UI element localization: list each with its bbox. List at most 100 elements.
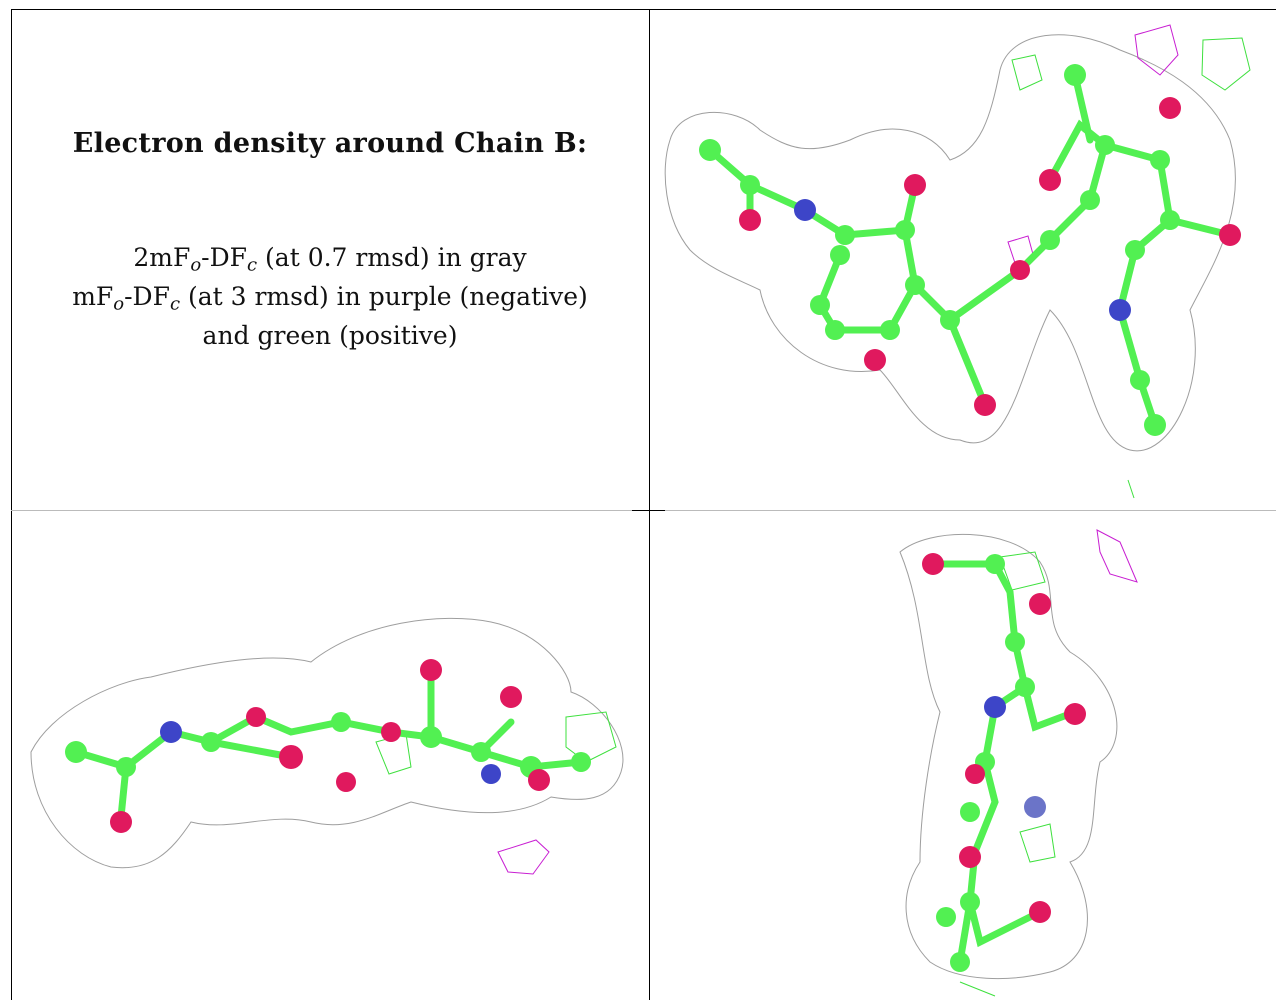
nitrogen-atom <box>1024 796 1046 818</box>
caption-line-2fofc-sub-o: o <box>190 254 202 276</box>
nitrogen-atom <box>160 721 182 743</box>
positive-blob-2 <box>1011 54 1043 91</box>
caption-line-fofc: mFo-DFc (at 3 rmsd) in purple (negative) <box>11 282 649 315</box>
grid-rule-left <box>11 9 12 1000</box>
oxygen-atom <box>1159 97 1181 119</box>
oxygen-atom <box>1029 593 1051 615</box>
oxygen-atom <box>528 769 550 791</box>
carbon-atom <box>1144 414 1166 436</box>
density-view-bottom-left-svg <box>30 617 624 875</box>
mesh-2fofc <box>30 617 624 869</box>
oxygen-atom <box>420 659 442 681</box>
nitrogen-atom <box>481 764 501 784</box>
molecule-atoms <box>65 659 591 833</box>
oxygen-atom <box>864 349 886 371</box>
density-view-bottom-left <box>11 512 649 1000</box>
caption-line-2fofc-mid: -DF <box>201 243 248 272</box>
caption-line-fofc-sub-c: c <box>169 293 181 315</box>
grid-rule-middle-tick <box>632 510 665 511</box>
positive-blob-2 <box>959 981 996 997</box>
oxygen-atom <box>110 811 132 833</box>
positive-blob-3 <box>1127 479 1135 499</box>
caption-panel: Electron density around Chain B: 2mFo-DF… <box>11 10 649 511</box>
positive-blob-3 <box>1019 823 1056 863</box>
caption-line-fofc-sub-o: o <box>113 293 125 315</box>
grid-rule-center <box>649 9 650 1000</box>
nitrogen-atom <box>984 696 1006 718</box>
carbon-atom <box>1064 64 1086 86</box>
carbon-atom <box>1125 240 1145 260</box>
oxygen-atom <box>959 846 981 868</box>
oxygen-atom <box>1029 901 1051 923</box>
carbon-atom <box>65 741 87 763</box>
carbon-atom <box>1005 632 1025 652</box>
negative-blob-1 <box>1096 529 1138 583</box>
carbon-atom <box>1130 370 1150 390</box>
carbon-atom <box>1160 210 1180 230</box>
density-view-bottom-right <box>650 512 1276 1000</box>
caption-line-2fofc: 2mFo-DFc (at 0.7 rmsd) in gray <box>11 243 649 276</box>
carbon-atom <box>960 892 980 912</box>
carbon-atom <box>1080 190 1100 210</box>
mesh-2fofc <box>664 34 1236 452</box>
carbon-atom <box>880 320 900 340</box>
carbon-atom <box>420 726 442 748</box>
caption-line-positive: and green (positive) <box>202 321 458 350</box>
caption-line-2fofc-suffix: (at 0.7 rmsd) in gray <box>257 243 527 272</box>
density-view-top-right <box>650 10 1276 511</box>
mesh-2fofc <box>899 533 1118 980</box>
caption-line-fofc-prefix: mF <box>72 282 114 311</box>
carbon-atom <box>571 752 591 772</box>
negative-blob-1 <box>1134 24 1179 76</box>
molecule-atoms <box>699 64 1241 436</box>
carbon-atom <box>940 310 960 330</box>
carbon-atom <box>1150 150 1170 170</box>
caption-line-fofc-mid: -DF <box>124 282 170 311</box>
carbon-atom <box>905 275 925 295</box>
mesh-2fofc-outline <box>664 34 1236 452</box>
mesh-positive-density <box>1011 37 1251 499</box>
carbon-atom <box>830 245 850 265</box>
carbon-atom <box>936 907 956 927</box>
mesh-negative-density <box>1096 529 1138 583</box>
carbon-atom <box>960 802 980 822</box>
oxygen-atom <box>974 394 996 416</box>
positive-blob-1 <box>1201 37 1251 91</box>
density-view-bottom-right-svg <box>899 529 1138 997</box>
carbon-atom <box>1040 230 1060 250</box>
caption-line-fofc-suffix: (at 3 rmsd) in purple (negative) <box>180 282 588 311</box>
oxygen-atom <box>1064 703 1086 725</box>
carbon-atom <box>699 139 721 161</box>
carbon-atom <box>740 175 760 195</box>
molecule-bonds <box>706 71 1234 429</box>
mesh-negative-density <box>497 839 550 875</box>
carbon-atom <box>985 554 1005 574</box>
molecule-atoms <box>922 553 1086 972</box>
oxygen-atom <box>1010 260 1030 280</box>
carbon-atom <box>116 757 136 777</box>
mesh-2fofc-outline <box>30 617 624 869</box>
oxygen-atom <box>500 686 522 708</box>
positive-blob-1 <box>565 711 617 763</box>
oxygen-atom <box>739 209 761 231</box>
oxygen-atom <box>965 764 985 784</box>
mesh-2fofc-outline <box>899 533 1118 980</box>
caption-line-2fofc-prefix: 2mF <box>133 243 191 272</box>
mesh-negative-density <box>1007 24 1179 267</box>
oxygen-atom <box>1039 169 1061 191</box>
negative-blob-1 <box>497 839 550 875</box>
nitrogen-atom <box>1109 299 1131 321</box>
oxygen-atom <box>279 745 303 769</box>
grid-rule-top <box>11 9 1276 10</box>
carbon-atom <box>201 732 221 752</box>
carbon-atom <box>1095 135 1115 155</box>
caption-title: Electron density around Chain B: <box>72 128 588 159</box>
oxygen-atom <box>381 722 401 742</box>
oxygen-atom <box>1219 224 1241 246</box>
positive-blob-1 <box>999 551 1046 591</box>
oxygen-atom <box>922 553 944 575</box>
mesh-positive-density <box>959 551 1056 997</box>
carbon-atom <box>950 952 970 972</box>
nitrogen-atom <box>794 199 816 221</box>
